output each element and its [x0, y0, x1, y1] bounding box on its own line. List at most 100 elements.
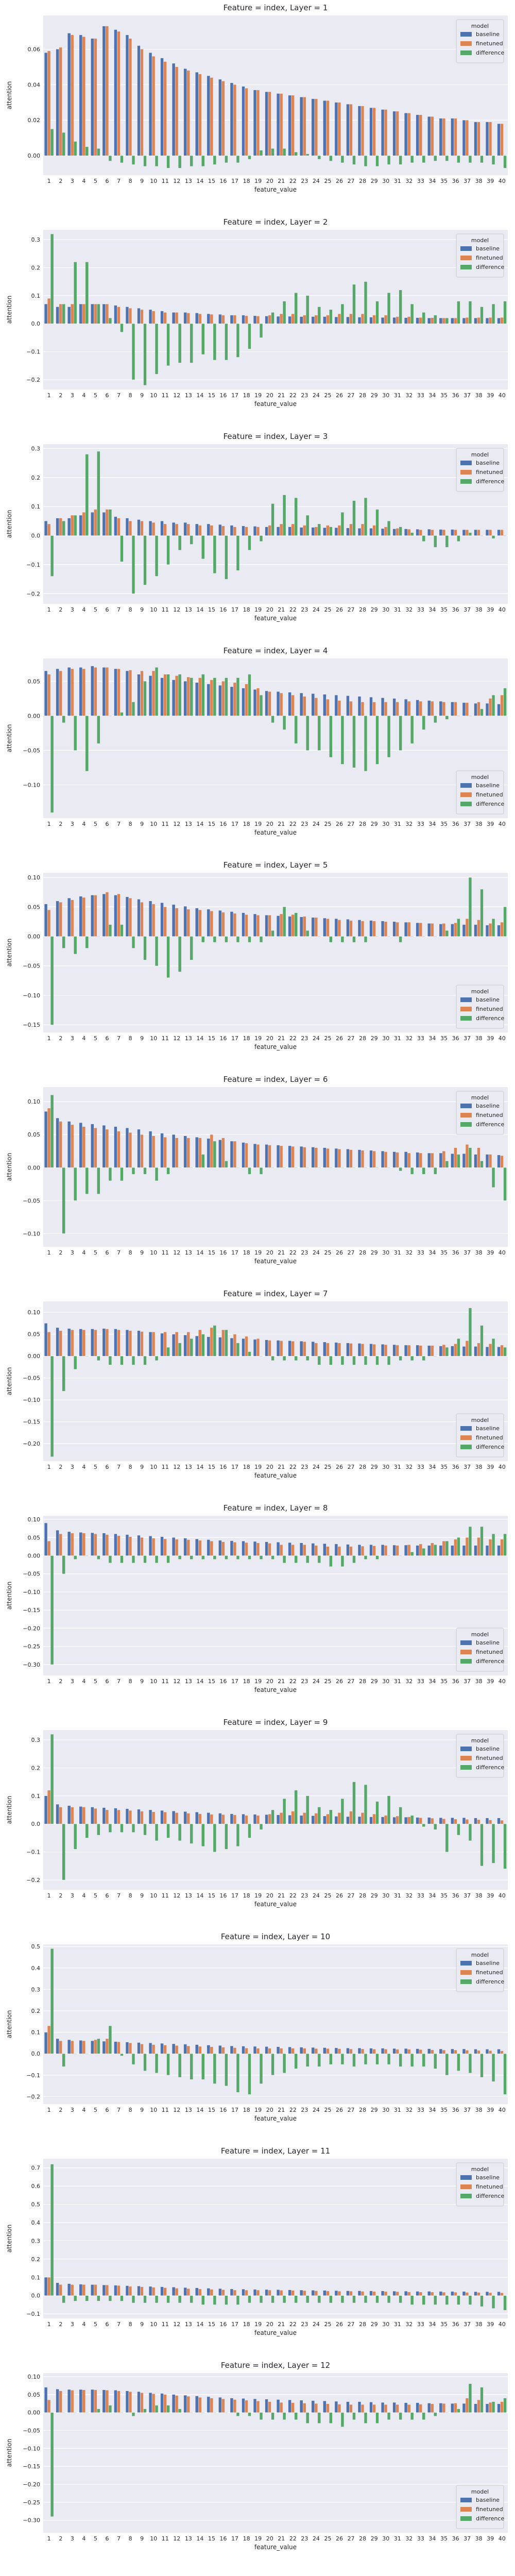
bar-baseline: [207, 909, 210, 937]
x-tick-label: 14: [196, 2535, 203, 2542]
x-tick-label: 40: [499, 392, 506, 399]
bar-difference: [120, 324, 124, 332]
x-tick-label: 23: [301, 2535, 308, 2542]
bar-difference: [85, 2295, 89, 2301]
bar-difference: [422, 2295, 425, 2305]
x-tick-label: 27: [348, 1249, 355, 1256]
bar-difference: [399, 290, 402, 324]
x-tick-label: 22: [289, 2321, 297, 2328]
bar-baseline: [149, 1332, 152, 1357]
bar-baseline: [357, 317, 361, 324]
y-axis-label: attention: [6, 1153, 13, 1181]
y-tick-label: 0.02: [28, 117, 41, 124]
bar-difference: [283, 1167, 286, 1168]
bar-baseline: [56, 518, 59, 536]
bar-baseline: [207, 2045, 210, 2054]
x-tick-label: 12: [173, 606, 180, 613]
bar-baseline: [486, 2292, 489, 2296]
x-tick-label: 6: [106, 2535, 109, 2542]
x-tick-label: 39: [487, 1678, 494, 1685]
bar-finetuned: [500, 2293, 504, 2296]
bar-difference: [190, 1338, 193, 1357]
bar-finetuned: [47, 298, 51, 324]
x-tick-label: 26: [336, 606, 343, 613]
bar-finetuned: [314, 527, 318, 536]
x-axis-label: feature_value: [254, 2115, 297, 2122]
bar-baseline: [67, 307, 71, 324]
bar-finetuned: [105, 303, 109, 324]
bar-finetuned: [186, 2396, 190, 2413]
bar-finetuned: [117, 2042, 121, 2054]
y-tick-label: −0.15: [23, 1607, 40, 1614]
y-axis-label: attention: [6, 724, 13, 753]
bar-finetuned: [47, 909, 51, 937]
bar-baseline: [137, 45, 141, 156]
bar-baseline: [497, 1818, 501, 1824]
x-tick-label: 12: [173, 392, 180, 399]
bar-difference: [201, 155, 205, 166]
bar-difference: [201, 936, 205, 943]
x-tick-label: 39: [487, 392, 494, 399]
bar-difference: [131, 324, 135, 380]
bar-baseline: [56, 1530, 59, 1556]
bar-finetuned: [465, 919, 469, 937]
bar-difference: [271, 2295, 274, 2303]
bar-baseline: [451, 2291, 454, 2296]
bar-baseline: [56, 1118, 59, 1168]
bar-baseline: [357, 2291, 361, 2296]
bar-baseline: [497, 318, 501, 324]
bar-finetuned: [442, 1819, 445, 1824]
bar-baseline: [242, 1541, 245, 1556]
bar-baseline: [79, 896, 82, 937]
x-tick-label: 40: [499, 606, 506, 613]
y-axis-label: attention: [6, 81, 13, 110]
bar-finetuned: [233, 2399, 236, 2413]
x-tick-label: 20: [266, 1249, 273, 1256]
bar-difference: [364, 1167, 367, 1168]
chart-panel: Feature = index, Layer = 3 −0.2 −0.1 0.0 0.1…: [0, 429, 515, 643]
x-tick-label: 21: [278, 1249, 285, 1256]
bar-finetuned: [291, 2402, 295, 2413]
bar-finetuned: [280, 2290, 283, 2296]
bar-baseline: [486, 530, 489, 536]
bar-finetuned: [71, 1807, 74, 1824]
bar-baseline: [357, 1816, 361, 1824]
bar-baseline: [44, 2277, 48, 2296]
x-tick-label: 21: [278, 1035, 285, 1042]
bar-difference: [352, 936, 356, 943]
bar-finetuned: [396, 1545, 399, 1556]
bar-finetuned: [140, 521, 144, 536]
bar-difference: [364, 498, 367, 536]
bar-baseline: [416, 923, 419, 937]
bar-difference: [120, 712, 124, 716]
bar-difference: [178, 2295, 182, 2303]
bar-difference: [143, 535, 147, 585]
y-tick-label: 0.00: [28, 934, 41, 940]
bar-difference: [468, 532, 472, 536]
bar-baseline: [381, 1817, 385, 1824]
bar-baseline: [125, 1534, 129, 1556]
bar-finetuned: [291, 1811, 295, 1824]
bar-difference: [62, 1167, 65, 1234]
bar-finetuned: [198, 2289, 202, 2296]
x-tick-label: 2: [59, 2107, 62, 2113]
bar-difference: [445, 2054, 449, 2075]
bar-baseline: [451, 924, 454, 937]
bar-difference: [492, 694, 495, 716]
bar-finetuned: [291, 1545, 295, 1556]
bar-baseline: [369, 2402, 373, 2413]
x-tick-label: 29: [371, 178, 378, 184]
bar-finetuned: [431, 2292, 434, 2296]
y-tick-label: 0.2: [31, 474, 41, 481]
x-tick-label: 3: [71, 1892, 74, 1899]
x-tick-label: 4: [82, 2321, 85, 2328]
bar-difference: [399, 1356, 402, 1361]
bar-difference: [62, 1824, 65, 1880]
bar-finetuned: [163, 2045, 167, 2054]
bar-baseline: [323, 2290, 327, 2296]
x-tick-label: 38: [475, 1035, 483, 1042]
bar-finetuned: [431, 2403, 434, 2413]
bar-baseline: [416, 114, 419, 156]
bar-finetuned: [256, 688, 260, 716]
y-tick-label: 0.3: [31, 236, 41, 243]
